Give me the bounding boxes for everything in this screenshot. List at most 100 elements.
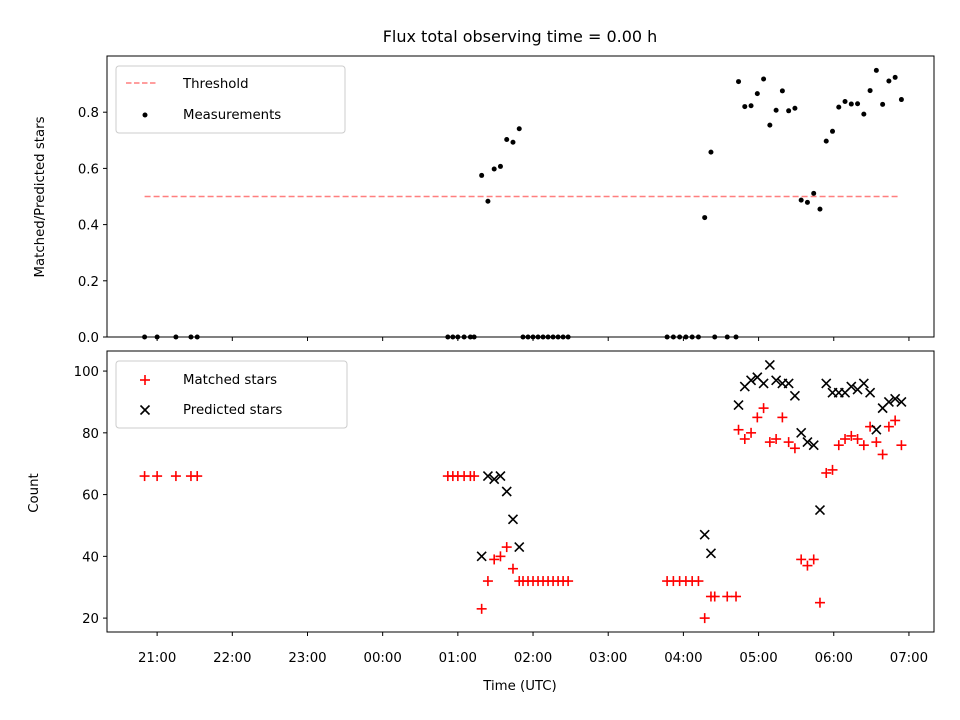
predicted-star-point-b: [821, 378, 832, 389]
x-tick-label: 06:00: [815, 651, 853, 666]
predicted-star-point-b: [501, 486, 512, 497]
measurement-point: [545, 334, 551, 340]
measurement-point: [510, 139, 516, 145]
measurement-point: [748, 103, 754, 109]
predicted-star-point-b: [733, 399, 744, 411]
x-tick-label: 07:00: [890, 651, 928, 666]
legend-matched-swatch: [140, 375, 150, 385]
x-tick-label: 03:00: [589, 651, 627, 666]
matched-star-point: [771, 434, 782, 445]
matched-star-point: [192, 471, 203, 482]
predicted-star-point-b: [495, 470, 506, 482]
measurement-point: [445, 334, 451, 340]
predicted-star-point: [896, 396, 907, 408]
x-tick-label: 05:00: [739, 651, 777, 666]
measurement-point: [724, 334, 730, 340]
measurement-point: [565, 334, 571, 340]
predicted-star-point: [476, 551, 487, 562]
measurement-point: [898, 97, 904, 103]
predicted-star-point-b: [764, 359, 775, 370]
x-tick-label: 00:00: [364, 651, 402, 666]
predicted-star-point-b: [758, 378, 769, 389]
top-panel-frame: [106, 55, 935, 338]
matched-star-point: [693, 576, 704, 587]
x-tick-label: 23:00: [288, 651, 326, 666]
measurement-point: [461, 334, 467, 340]
top-y-tick-label: 0.0: [78, 331, 99, 346]
legend-predicted-marker-b: [139, 404, 151, 416]
measurement-point: [773, 107, 779, 113]
measurement-point: [142, 334, 148, 340]
predicted-star-point: [858, 378, 869, 389]
measurement-point: [836, 104, 842, 110]
predicted-star-point: [733, 399, 744, 411]
measurement-point: [525, 334, 531, 340]
measurement-point: [450, 334, 456, 340]
matched-star-point: [852, 434, 863, 445]
matched-star-point: [709, 591, 720, 602]
matched-star-point: [764, 437, 775, 448]
measurement-point: [471, 334, 477, 340]
top-legend: Threshold Measurements: [115, 65, 346, 134]
chart-title: Flux total observing time = 0.00 h: [383, 27, 658, 46]
predicted-star-point-b: [871, 424, 882, 435]
legend-measurements-swatch: [142, 112, 148, 118]
measurement-point: [491, 166, 497, 172]
measurement-point: [555, 334, 561, 340]
measurement-point: [792, 105, 798, 111]
x-tick-label: 01:00: [439, 651, 477, 666]
matched-star-point: [871, 437, 882, 448]
predicted-star-point-b: [789, 390, 800, 401]
bottom-y-tick-label: 40: [82, 550, 99, 565]
matched-star-point: [469, 471, 480, 482]
matched-star-point: [152, 471, 163, 482]
measurement-point: [504, 136, 510, 142]
predicted-star-point: [865, 387, 876, 398]
x-tick-label: 04:00: [664, 651, 702, 666]
measurement-point: [708, 149, 714, 155]
measurement-point: [516, 126, 522, 132]
x-tick-label: 21:00: [138, 651, 176, 666]
measurement-point: [811, 190, 817, 196]
predicted-star-point: [821, 378, 832, 389]
predicted-star-point: [482, 470, 493, 482]
predicted-star-point-b: [476, 551, 487, 562]
measurement-point: [830, 128, 836, 134]
predicted-star-point: [789, 390, 800, 401]
predicted-star-point-b: [883, 396, 894, 408]
matched-star-point: [796, 554, 807, 565]
matched-star-point: [833, 440, 844, 451]
measurement-point: [670, 334, 676, 340]
matched-star-point: [814, 597, 825, 608]
predicted-star-point: [890, 393, 901, 404]
predicted-star-point: [764, 359, 775, 370]
matched-star-point: [846, 430, 857, 441]
measurement-point: [689, 334, 695, 340]
predicted-star-point-b: [796, 427, 807, 438]
predicted-star-point-b: [489, 474, 500, 485]
top-x-axis-ticks: [156, 337, 910, 341]
predicted-star-point-b: [814, 504, 826, 516]
matched-star-point: [883, 421, 894, 432]
legend-predicted-marker: [139, 404, 151, 416]
measurement-point: [754, 91, 760, 97]
top-y-axis-label: Matched/Predicted stars: [33, 116, 48, 277]
measurement-point: [683, 334, 689, 340]
measurement-point: [861, 111, 867, 117]
predicted-star-point-b: [890, 393, 901, 404]
measurement-point: [848, 101, 854, 107]
bottom-x-axis: 21:00 22:00 23:00 00:00 01:00 02:00 03:00 04:00…: [138, 632, 928, 666]
x-tick-label: 02:00: [514, 651, 552, 666]
measurement-point: [497, 163, 503, 169]
measurement-point: [712, 334, 718, 340]
measurement-point: [804, 199, 810, 205]
matched-star-point: [789, 443, 800, 454]
measurement-point: [823, 138, 829, 144]
measurement-point: [188, 334, 194, 340]
bottom-y-axis: 20 40 60 80 100: [74, 365, 107, 627]
measurement-point: [695, 334, 701, 340]
predicted-star-point-b: [482, 470, 493, 482]
matched-star-point: [501, 542, 512, 553]
matched-star-point: [170, 471, 181, 482]
legend-predicted-swatch: [139, 404, 151, 416]
